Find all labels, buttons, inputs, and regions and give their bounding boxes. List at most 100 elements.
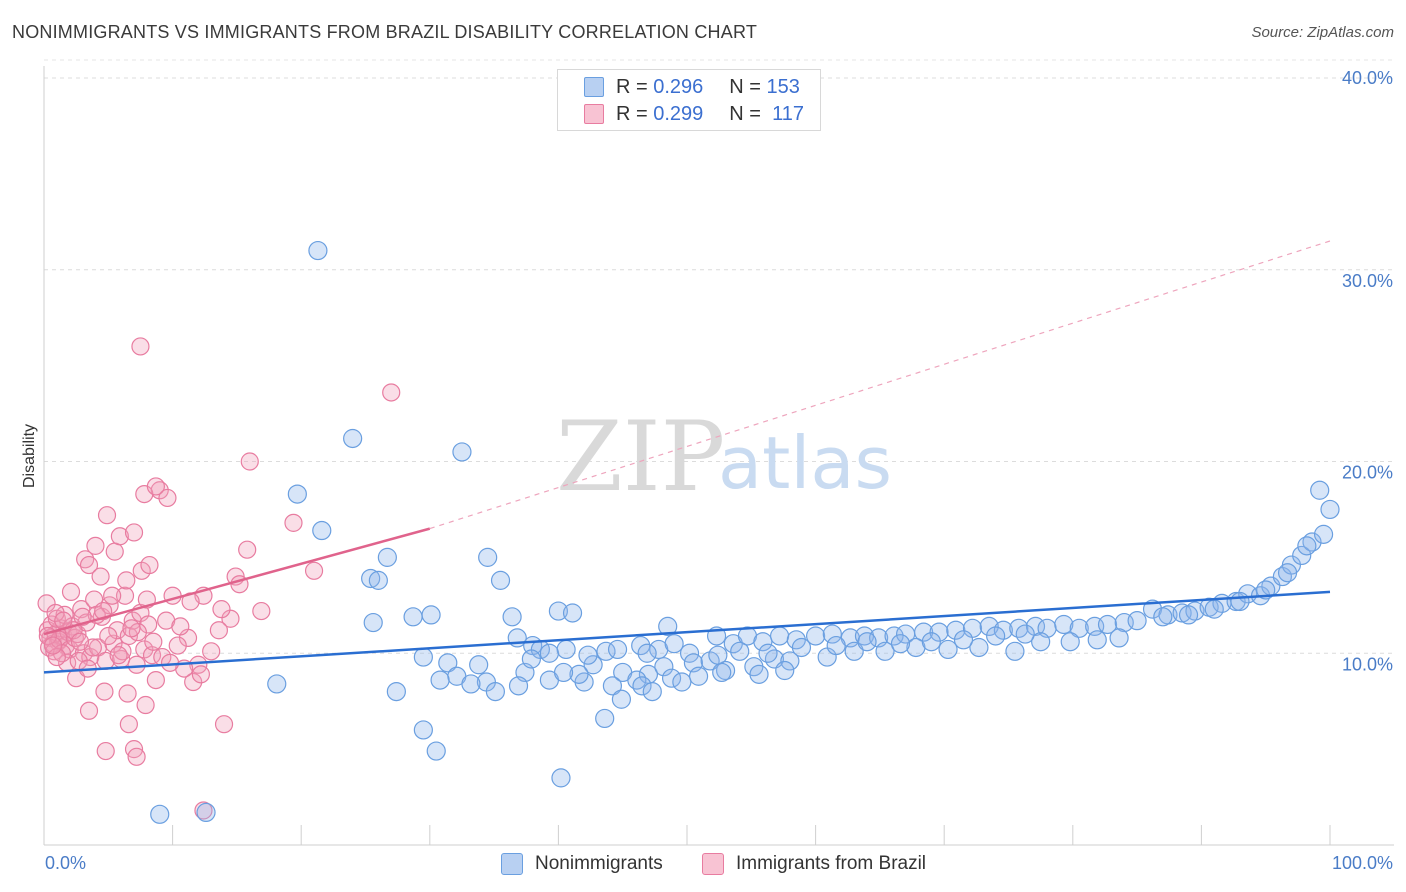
data-point-nonimmigrants [607,639,628,660]
data-point-nonimmigrants [627,670,647,690]
watermark-atlas: atlas [718,421,892,505]
data-point-nonimmigrants [679,643,700,663]
y-tick-label: 20.0% [1342,463,1393,483]
x-tick-label-end: 100.0% [1332,853,1393,873]
data-point-nonimmigrants [569,664,589,684]
data-point-nonimmigrants [654,657,674,677]
chart-title: NONIMMIGRANTS VS IMMIGRANTS FROM BRAZIL … [12,22,758,42]
data-point-nonimmigrants [875,641,895,661]
data-point-nonimmigrants [1127,611,1147,631]
data-point-nonimmigrants [921,632,941,652]
data-point-nonimmigrants [426,741,446,761]
data-point-nonimmigrants [857,632,877,652]
data-point-immigrants [144,632,163,651]
data-point-nonimmigrants [421,605,441,625]
data-point-nonimmigrants [890,634,911,654]
data-point-immigrants [97,506,117,525]
y-tick-label: 40.0% [1342,68,1393,88]
data-point-nonimmigrants [413,647,433,667]
data-point-immigrants [124,523,144,542]
data-point-immigrants [284,513,303,532]
data-point-immigrants [105,542,124,561]
data-point-nonimmigrants [1109,628,1129,648]
data-point-immigrants [168,636,187,655]
data-point-nonimmigrants [361,568,381,589]
data-point-immigrants [304,561,324,580]
data-point-immigrants [115,586,135,605]
data-point-immigrants [86,536,105,555]
data-point-nonimmigrants [578,645,598,665]
data-point-nonimmigrants [150,804,170,824]
data-point-nonimmigrants [343,428,363,449]
data-point-nonimmigrants [637,643,657,663]
data-point-immigrants [191,665,210,684]
data-point-nonimmigrants [758,643,778,663]
data-point-nonimmigrants [730,641,750,661]
data-point-immigrants [127,655,146,674]
data-point-nonimmigrants [672,672,692,692]
data-point-nonimmigrants [749,664,769,684]
data-point-immigrants [382,383,401,402]
legend-r-label: R = [616,102,648,125]
data-point-nonimmigrants [1054,614,1074,635]
data-point-nonimmigrants [548,601,569,621]
data-point-nonimmigrants [1277,563,1298,583]
data-point-nonimmigrants [769,626,790,646]
data-point-nonimmigrants [508,676,529,696]
legend-swatch-pink [584,104,604,124]
data-point-nonimmigrants [611,689,632,709]
data-point-nonimmigrants [631,635,651,656]
data-point-nonimmigrants [1069,618,1089,638]
trend-line-immigrants [43,527,431,636]
legend-n-value: 153 [766,75,800,98]
data-point-nonimmigrants [986,626,1006,646]
data-point-nonimmigrants [1005,641,1025,661]
data-point-nonimmigrants [267,674,287,694]
legend-row-nonimmigrants: R = 0.296 N = 153 [584,75,800,99]
bottom-legend-label: Nonimmigrants [535,853,663,874]
data-point-immigrants [184,672,203,692]
data-point-immigrants [79,701,99,720]
data-point-immigrants [91,567,110,586]
data-point-immigrants [158,488,177,508]
data-point-nonimmigrants [938,639,958,660]
data-point-immigrants [160,653,180,672]
data-point-nonimmigrants [1060,632,1080,652]
data-point-nonimmigrants [1031,632,1051,652]
axes [43,66,1394,846]
data-point-nonimmigrants [562,603,583,623]
data-point-immigrants [95,682,114,701]
legend-r-value: 0.296 [653,75,704,98]
data-point-immigrants [209,621,228,640]
legend-r-value: 0.299 [653,102,704,125]
data-point-nonimmigrants [1015,624,1035,644]
data-point-immigrants [99,626,118,646]
data-point-nonimmigrants [553,662,574,683]
data-point-nonimmigrants [775,660,795,681]
data-point-nonimmigrants [708,645,728,665]
data-point-nonimmigrants [1297,536,1317,556]
data-point-immigrants [110,527,129,546]
data-point-immigrants [43,636,63,655]
data-point-immigrants [140,555,159,575]
data-point-nonimmigrants [791,637,812,658]
data-point-nonimmigrants [551,768,571,788]
bottom-legend-nonimmigrants[interactable]: Nonimmigrants [501,851,663,877]
data-point-nonimmigrants [413,720,433,740]
data-point-immigrants [240,452,259,471]
data-point-nonimmigrants [452,442,472,462]
data-point-nonimmigrants [595,708,615,729]
data-point-nonimmigrants [539,643,559,663]
data-point-nonimmigrants [969,637,989,658]
data-point-immigrants [96,741,115,761]
bottom-legend-immigrants[interactable]: Immigrants from Brazil [702,851,926,877]
data-point-nonimmigrants [430,670,450,690]
data-point-nonimmigrants [556,639,576,660]
data-point-immigrants [136,695,155,715]
data-point-immigrants [171,617,190,636]
data-point-nonimmigrants [1230,591,1250,612]
data-point-immigrants [109,646,128,665]
data-point-nonimmigrants [1302,532,1322,552]
data-point-nonimmigrants [914,622,934,642]
